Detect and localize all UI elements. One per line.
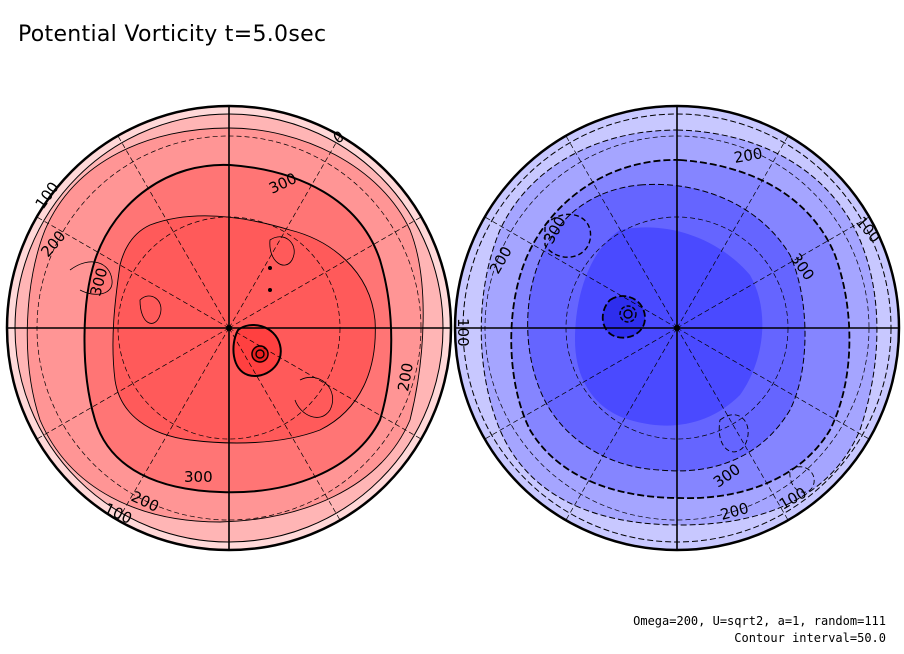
plot-title: Potential Vorticity t=5.0sec xyxy=(18,22,327,47)
left-hemisphere: 0 100 200 300 300 300 200 100 200 xyxy=(5,104,453,552)
right-label-0: 200 xyxy=(733,144,764,167)
right-fill-level-4 xyxy=(575,227,763,426)
right-label-8: 100 xyxy=(454,318,472,347)
footer-interval: Contour interval=50.0 xyxy=(734,631,886,645)
left-label-6: 200 xyxy=(394,361,417,392)
right-hemisphere: 200 100 300 200 300 300 200 100 100 xyxy=(453,104,901,552)
footer-params: Omega=200, U=sqrt2, a=1, random=111 xyxy=(633,614,886,628)
left-fill-level-6 xyxy=(251,345,269,363)
left-label-5: 300 xyxy=(184,468,213,486)
